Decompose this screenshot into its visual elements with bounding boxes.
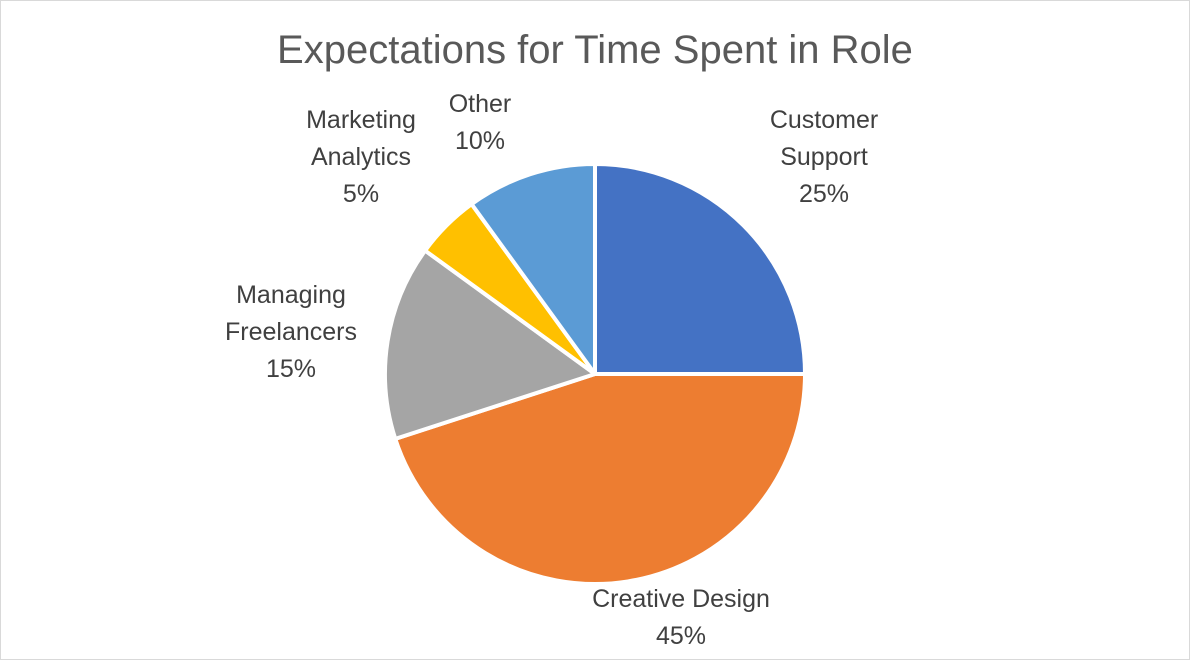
data-label-other: Other 10% — [420, 86, 540, 160]
data-label-marketing-analytics: Marketing Analytics 5% — [281, 102, 441, 213]
slice-name-line: Other — [448, 90, 512, 118]
data-label-customer-support: Customer Support 25% — [734, 102, 914, 213]
slice-name-line: Customer — [769, 106, 879, 134]
pie-slice-managing-freelancers — [383, 248, 597, 441]
slice-name-line: Marketing — [306, 106, 416, 134]
slice-name-line: Analytics — [310, 143, 412, 171]
slice-percent: 25% — [798, 180, 850, 208]
data-label-creative-design: Creative Design 45% — [561, 581, 801, 655]
slice-percent: 45% — [655, 622, 707, 650]
data-label-managing-freelancers: Managing Freelancers 15% — [201, 277, 381, 388]
pie-slice-other — [469, 162, 597, 376]
pie-slice-customer-support — [593, 162, 807, 376]
slice-name-line: Creative Design — [592, 585, 770, 613]
pie-slice-creative-design — [393, 372, 807, 586]
slice-name-line: Support — [780, 143, 868, 171]
slice-name-line: Freelancers — [225, 318, 357, 346]
slice-percent: 5% — [342, 180, 380, 208]
slice-percent: 15% — [265, 355, 317, 383]
slice-name-line: Managing — [236, 281, 346, 309]
slice-percent: 10% — [454, 127, 506, 155]
chart-title: Expectations for Time Spent in Role — [277, 28, 913, 72]
